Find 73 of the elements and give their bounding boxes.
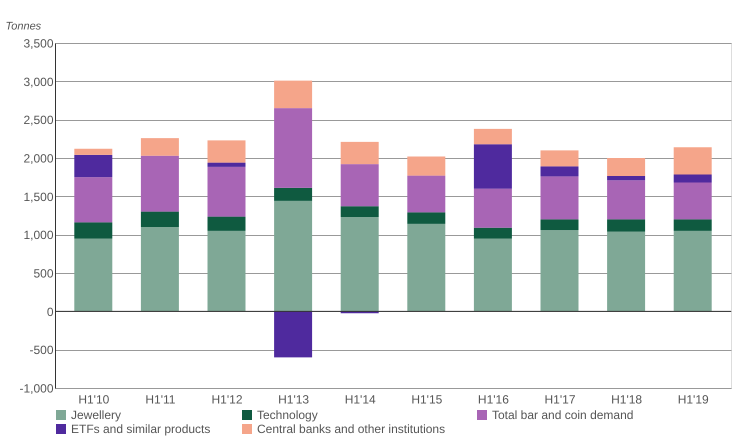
bar	[140, 156, 179, 212]
bar	[474, 228, 512, 238]
bar	[274, 108, 312, 188]
bar	[274, 80, 312, 108]
bar	[674, 219, 712, 231]
legend-label: Total bar and coin demand	[492, 408, 634, 422]
bar	[674, 174, 712, 183]
bar	[74, 154, 112, 178]
bar	[140, 138, 179, 156]
bar	[74, 238, 112, 312]
y-tick-label: 2,000	[23, 152, 54, 166]
x-tick-label: H1'17	[544, 392, 576, 406]
bar	[474, 188, 512, 228]
bar	[140, 227, 179, 312]
y-tick-label: 2,500	[23, 113, 54, 128]
bar	[607, 176, 646, 180]
bar	[607, 219, 646, 232]
y-tick-label: -1,000	[19, 382, 54, 396]
bar	[540, 176, 578, 220]
bar	[274, 311, 312, 358]
bar	[274, 188, 312, 201]
bar	[208, 166, 246, 217]
x-tick-label: H1'15	[411, 392, 443, 406]
bar	[607, 158, 646, 176]
y-tick-label: 0	[46, 304, 54, 319]
bar	[540, 166, 578, 176]
bar	[407, 224, 446, 312]
bar	[474, 144, 512, 189]
bar	[74, 148, 112, 155]
legend-label: Jewellery	[71, 408, 122, 422]
y-tick-label: 3,500	[23, 36, 54, 50]
bar	[208, 162, 246, 167]
x-tick-label: H1'18	[611, 392, 642, 406]
y-tick-label: -500	[29, 343, 54, 358]
bar	[607, 180, 646, 220]
bar	[340, 217, 379, 312]
bar	[474, 128, 512, 144]
y-tick-label: 1,000	[23, 228, 54, 242]
x-tick-label: H1'16	[478, 392, 510, 406]
x-tick-label: H1'19	[678, 392, 710, 406]
bar	[74, 222, 112, 238]
bar	[674, 182, 712, 220]
bar	[474, 238, 512, 312]
x-tick-label: H1'12	[212, 392, 243, 406]
legend-label: Central banks and other institutions	[257, 422, 446, 436]
bar	[208, 230, 246, 312]
y-tick-label: 1,500	[23, 190, 54, 204]
bar	[674, 147, 712, 174]
y-axis-title: Tonnes	[6, 20, 42, 32]
bar	[208, 140, 246, 163]
x-tick-label: H1'13	[278, 392, 310, 406]
bar	[340, 142, 379, 164]
bar	[540, 230, 578, 312]
y-tick-label: 3,000	[23, 74, 54, 89]
bar	[274, 200, 312, 312]
x-tick-label: H1'11	[145, 392, 176, 406]
bar	[407, 176, 446, 212]
bar	[340, 206, 379, 218]
legend-label: ETFs and similar products	[71, 422, 210, 436]
x-tick-label: H1'10	[78, 392, 110, 406]
bar	[674, 230, 712, 312]
bar	[407, 212, 446, 224]
bar	[540, 150, 578, 166]
bar	[140, 212, 179, 227]
legend-label: Technology	[257, 408, 318, 422]
y-tick-label: 500	[33, 266, 54, 280]
bar	[208, 216, 246, 231]
x-tick-label: H1'14	[344, 392, 376, 406]
bar	[340, 164, 379, 206]
bar	[74, 177, 112, 222]
bar	[540, 219, 578, 230]
bar	[607, 232, 646, 312]
bar	[407, 156, 446, 176]
